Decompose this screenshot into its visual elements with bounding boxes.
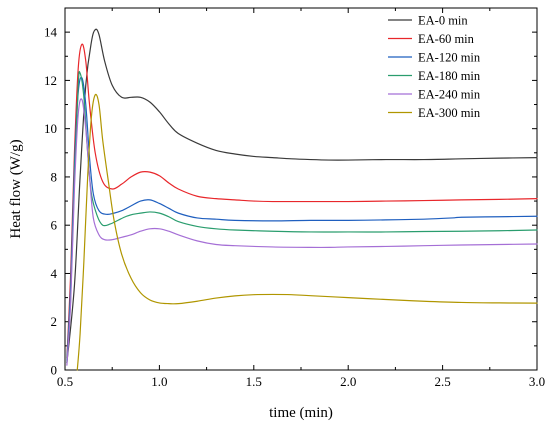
legend-label: EA-0 min xyxy=(418,14,468,28)
x-tick-label: 2.0 xyxy=(340,374,356,389)
x-axis-title: time (min) xyxy=(269,405,333,421)
series-line-3 xyxy=(66,76,538,361)
legend: EA-0 min EA-60 min EA-120 min EA-180 min EA-… xyxy=(388,14,481,120)
y-tick-label: 0 xyxy=(51,363,58,378)
y-axis-title: Heat flow (W/g) xyxy=(8,139,24,238)
x-tick-label: 1.0 xyxy=(151,374,167,389)
x-tick-label: 2.5 xyxy=(434,374,450,389)
x-tick-label: 3.0 xyxy=(529,374,545,389)
y-tick-label: 2 xyxy=(51,314,58,329)
series-line-6 xyxy=(76,93,538,371)
series-line-4 xyxy=(66,70,538,364)
y-tick-label: 14 xyxy=(44,25,58,40)
legend-label: EA-180 min xyxy=(418,69,481,83)
series-line-1 xyxy=(66,28,538,364)
series-layer xyxy=(66,28,538,371)
axes: 0.5 1.0 1.5 2.0 2.5 3.0 0 2 4 6 8 10 12 14 xyxy=(44,7,545,389)
legend-label: EA-60 min xyxy=(418,32,475,46)
y-tick-label: 8 xyxy=(51,169,58,184)
legend-label: EA-120 min xyxy=(418,51,481,65)
series-line-5 xyxy=(66,98,538,366)
x-tick-label: 1.5 xyxy=(246,374,262,389)
x-tick-label: 0.5 xyxy=(57,374,73,389)
y-tick-label: 4 xyxy=(51,266,58,281)
legend-label: EA-300 min xyxy=(418,106,481,120)
series-line-2 xyxy=(66,43,538,359)
y-tick-label: 6 xyxy=(51,218,58,233)
legend-label: EA-240 min xyxy=(418,88,481,102)
y-tick-label: 12 xyxy=(44,73,57,88)
y-tick-label: 10 xyxy=(44,121,57,136)
